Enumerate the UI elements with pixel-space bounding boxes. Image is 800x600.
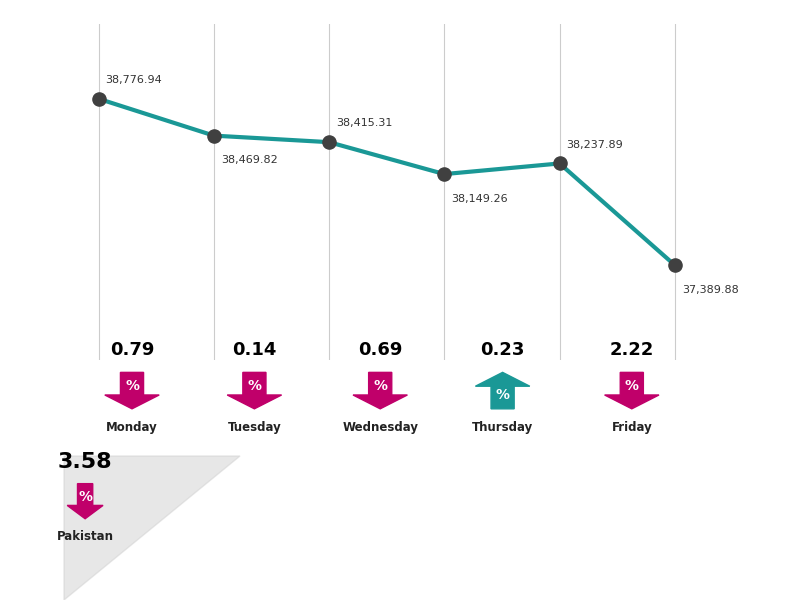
Polygon shape: [105, 373, 159, 409]
Text: 38,149.26: 38,149.26: [451, 194, 508, 203]
Polygon shape: [605, 373, 659, 409]
Text: Wednesday: Wednesday: [342, 421, 418, 434]
Polygon shape: [227, 373, 282, 409]
Point: [322, 137, 335, 147]
Text: 0.79: 0.79: [110, 341, 154, 359]
Polygon shape: [67, 484, 103, 519]
Point: [438, 169, 450, 179]
Text: 0.23: 0.23: [481, 341, 525, 359]
Text: Thursday: Thursday: [472, 421, 534, 434]
Text: %: %: [125, 379, 139, 393]
Point: [553, 158, 566, 168]
Text: Monday: Monday: [106, 421, 158, 434]
Text: %: %: [374, 379, 387, 393]
Text: 38,237.89: 38,237.89: [566, 140, 623, 149]
Text: 3.58: 3.58: [58, 452, 113, 472]
Point: [92, 94, 105, 104]
Text: 37,389.88: 37,389.88: [682, 284, 738, 295]
Text: Tuesday: Tuesday: [227, 421, 282, 434]
Text: 38,469.82: 38,469.82: [221, 155, 278, 165]
Point: [669, 260, 682, 270]
Text: 38,415.31: 38,415.31: [336, 118, 393, 128]
Text: Friday: Friday: [611, 421, 652, 434]
Point: [207, 131, 220, 140]
Polygon shape: [64, 456, 240, 600]
Text: 2.22: 2.22: [610, 341, 654, 359]
Polygon shape: [353, 373, 407, 409]
Text: %: %: [78, 490, 92, 503]
Text: 0.14: 0.14: [232, 341, 277, 359]
Text: %: %: [625, 379, 638, 393]
Text: %: %: [496, 388, 510, 403]
Text: %: %: [247, 379, 262, 393]
Text: Pakistan: Pakistan: [57, 530, 114, 544]
Text: 38,776.94: 38,776.94: [106, 75, 162, 85]
Polygon shape: [475, 373, 530, 409]
Text: 0.69: 0.69: [358, 341, 402, 359]
